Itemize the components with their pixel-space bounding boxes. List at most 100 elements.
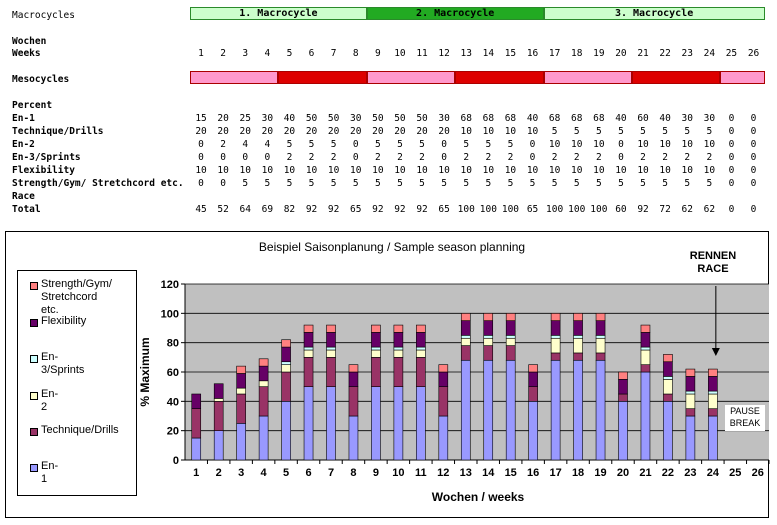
- week-number: 15: [504, 48, 517, 59]
- table-cell: 10: [239, 165, 251, 176]
- table-cell: 0: [750, 204, 757, 215]
- table-cell: 100: [568, 204, 586, 215]
- table-cell: 2: [308, 152, 315, 163]
- x-tick-label: 6: [305, 467, 311, 479]
- table-cell: 2: [397, 152, 403, 163]
- bar-segment: [236, 423, 246, 461]
- bar-segment: [393, 386, 404, 461]
- bar-segment: [483, 335, 494, 339]
- table-cell: 10: [372, 165, 384, 176]
- week-number: 18: [571, 48, 583, 59]
- table-cell: 10: [526, 165, 539, 176]
- week-number: 23: [681, 48, 693, 59]
- bar-segment: [528, 364, 538, 373]
- table-cell: 100: [546, 204, 564, 215]
- race-annotation-line1: RENNEN: [690, 250, 737, 262]
- mesocycle-3: [366, 71, 456, 84]
- bar-segment: [326, 332, 336, 348]
- table-cell: 40: [283, 113, 296, 124]
- x-tick-label: 2: [216, 467, 222, 479]
- bar-segment: [303, 346, 314, 351]
- table-cell: 2: [640, 152, 646, 163]
- y-tick-label: 0: [173, 455, 179, 467]
- bar-segment: [618, 371, 628, 380]
- table-cell: 100: [501, 204, 520, 215]
- bar-segment: [326, 357, 336, 387]
- table-cell: 0: [750, 152, 757, 163]
- y-tick-label: 80: [167, 338, 179, 350]
- table-row-label: En-1: [12, 113, 35, 124]
- x-axis-label: Wochen / weeks: [432, 490, 525, 504]
- bar-segment: [416, 324, 426, 333]
- table-cell: 0: [529, 139, 536, 150]
- week-number: 21: [637, 48, 649, 59]
- bar-segment: [640, 371, 651, 461]
- table-cell: 10: [593, 139, 605, 150]
- table-cell: 10: [637, 165, 649, 176]
- table-row-label: En-2: [12, 139, 35, 150]
- mesocycle-6: [632, 71, 721, 84]
- table-cell: 2: [374, 152, 381, 163]
- bar-segment: [618, 393, 628, 402]
- bar-segment: [595, 320, 606, 336]
- bar-segment: [685, 408, 696, 417]
- table-cell: 40: [615, 113, 627, 124]
- bar-segment: [483, 313, 494, 321]
- bar-segment: [708, 415, 718, 461]
- bar-segment: [550, 335, 561, 339]
- table-cell: 10: [593, 165, 605, 176]
- table-cell: 0: [352, 139, 359, 150]
- table-cell: 0: [352, 152, 359, 163]
- table-cell: 5: [308, 139, 315, 150]
- mesocycle-4: [455, 71, 544, 84]
- table-cell: 5: [640, 126, 646, 137]
- table-cell: 5: [640, 178, 646, 189]
- table-cell: 65: [438, 204, 450, 215]
- table-cell: 5: [507, 139, 514, 150]
- table-cell: 0: [750, 126, 757, 137]
- bar-segment: [595, 337, 606, 354]
- week-number: 25: [725, 48, 738, 59]
- bar-segment: [595, 352, 606, 361]
- table-cell: 20: [217, 126, 229, 137]
- bar-segment: [393, 349, 404, 358]
- bar-segment: [393, 324, 404, 333]
- table-cell: 15: [195, 113, 207, 124]
- legend-label: En-2: [41, 388, 59, 413]
- table-cell: 92: [327, 204, 340, 215]
- table-cell: 68: [593, 113, 605, 124]
- bar-segment: [326, 349, 336, 358]
- week-number: 20: [615, 48, 627, 59]
- y-tick-label: 60: [167, 367, 179, 379]
- bar-segment: [258, 365, 269, 382]
- x-tick-label: 13: [460, 467, 472, 479]
- table-cell: 10: [482, 126, 495, 137]
- table-cell: 50: [394, 113, 406, 124]
- table-cell: 20: [438, 126, 450, 137]
- bar-segment: [640, 324, 651, 333]
- week-number: 8: [352, 48, 359, 59]
- x-tick-label: 17: [549, 467, 561, 479]
- bar-segment: [685, 393, 696, 409]
- bar-segment: [663, 393, 673, 402]
- table-cell: 5: [463, 178, 470, 189]
- x-tick-label: 8: [350, 467, 356, 479]
- table-cell: 0: [198, 139, 204, 150]
- table-cell: 10: [283, 165, 296, 176]
- table-cell: 10: [261, 165, 274, 176]
- table-cell: 10: [637, 139, 649, 150]
- table-cell: 20: [195, 126, 207, 137]
- table-cell: 10: [681, 165, 693, 176]
- week-number: 26: [747, 48, 760, 59]
- bar-segment: [393, 346, 404, 351]
- week-number: 6: [308, 48, 315, 59]
- table-cell: 10: [460, 126, 472, 137]
- table-cell: 40: [659, 113, 671, 124]
- table-cell: 0: [198, 178, 204, 189]
- bar-segment: [371, 324, 381, 333]
- bar-segment: [416, 349, 426, 358]
- table-cell: 20: [261, 126, 274, 137]
- x-tick-label: 21: [639, 467, 651, 479]
- bar-segment: [236, 373, 246, 389]
- table-cell: 10: [460, 165, 472, 176]
